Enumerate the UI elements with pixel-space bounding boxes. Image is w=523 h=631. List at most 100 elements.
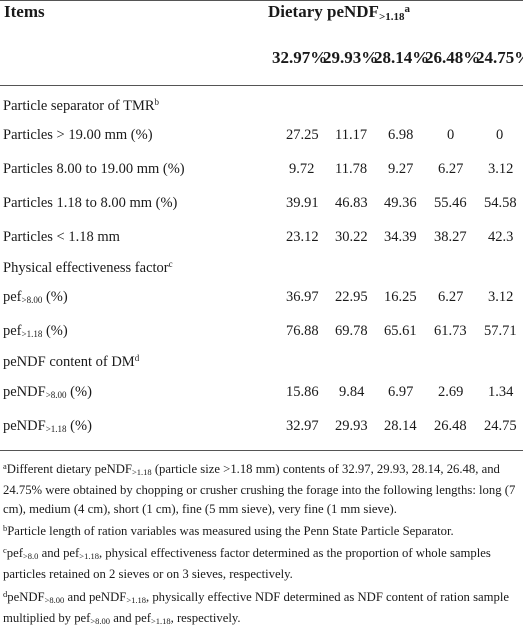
cell: 6.27	[438, 289, 464, 305]
footnote-mark: a	[3, 461, 7, 471]
level-2: 29.93%	[323, 48, 379, 67]
footnote-text: and peNDF	[64, 589, 127, 604]
cell: 11.17	[335, 127, 368, 143]
section-text: peNDF content of DM	[3, 354, 135, 370]
cell: 32.97	[286, 418, 319, 434]
label-sub: >8.00	[21, 295, 43, 305]
cell: 38.27	[434, 229, 467, 245]
cell: 11.78	[335, 161, 368, 177]
header-rule	[0, 85, 523, 86]
cell: 23.12	[286, 229, 319, 245]
footnote-text: and pef	[38, 546, 80, 561]
footnote-sub: >8.00	[90, 616, 111, 627]
label-sub: >8.00	[45, 390, 67, 400]
row-label: Particles 1.18 to 8.00 mm (%)	[3, 195, 178, 211]
cell: 28.14	[384, 418, 417, 434]
row-label: Particles > 19.00 mm (%)	[3, 127, 153, 143]
cell: 26.48	[434, 418, 467, 434]
cell: 61.73	[434, 323, 467, 339]
label-tail: (%)	[66, 418, 92, 434]
cell: 9.27	[388, 161, 414, 177]
top-rule	[0, 0, 523, 1]
cell: 9.72	[289, 161, 315, 177]
cell: 36.97	[286, 289, 319, 305]
footnote-sub: >8.00	[44, 594, 65, 605]
footnote-b: bParticle length of ration variables was…	[3, 519, 517, 540]
label-tail: (%)	[66, 384, 92, 400]
dietary-sub: >1.18	[378, 11, 405, 23]
label-main: pef	[3, 289, 22, 305]
cell: 22.95	[335, 289, 368, 305]
cell: 57.71	[484, 323, 517, 339]
cell: 2.69	[438, 384, 464, 400]
cell: 24.75	[484, 418, 517, 434]
footnotes: aDifferent dietary peNDF>1.18 (particle …	[3, 457, 517, 631]
section-text: Physical effectiveness factor	[3, 260, 169, 276]
section-label: Physical effectiveness factorc	[3, 259, 173, 277]
cell: 0	[447, 127, 455, 143]
cell: 34.39	[384, 229, 417, 245]
footnote-sub: >8.0	[22, 551, 39, 562]
footnote-text: (particle size >1.18 mm) contents of 32.…	[3, 462, 516, 516]
footnote-text: Particle length of ration variables was …	[7, 523, 454, 538]
cell: 3.12	[488, 161, 514, 177]
cell: 30.22	[335, 229, 368, 245]
footnote-sub: >1.18	[126, 594, 146, 605]
footnote-a: aDifferent dietary peNDF>1.18 (particle …	[3, 457, 517, 518]
cell: 15.86	[286, 384, 319, 400]
cell: 6.27	[438, 161, 464, 177]
footnote-text: , respectively.	[170, 611, 241, 626]
section-label: Particle separator of TMRb	[3, 97, 159, 115]
level-1: 32.97%	[272, 48, 328, 67]
cell: 49.36	[384, 195, 417, 211]
label-tail: (%)	[42, 289, 68, 305]
cell: 6.97	[388, 384, 414, 400]
cell: 3.12	[488, 289, 514, 305]
cell: 6.98	[388, 127, 414, 143]
cell: 29.93	[335, 418, 368, 434]
row-label: Particles < 1.18 mm	[3, 229, 120, 245]
footnote-mark: b	[3, 522, 8, 533]
footnote-text: pef	[6, 546, 23, 561]
cell: 46.83	[335, 195, 368, 211]
level-4: 26.48%	[425, 48, 481, 67]
label-sub: >1.18	[21, 329, 43, 339]
level-3: 28.14%	[374, 48, 430, 67]
label-main: pef	[3, 323, 22, 339]
cell: 42.3	[488, 229, 514, 245]
row-label: pef>8.00 (%)	[3, 289, 68, 306]
section-sup: d	[134, 353, 140, 363]
cell: 69.78	[335, 323, 368, 339]
section-text: Particle separator of TMR	[3, 98, 155, 114]
cell: 16.25	[384, 289, 417, 305]
footnote-d: dpeNDF>8.00 and peNDF>1.18, physically e…	[3, 585, 517, 631]
label-main: peNDF	[3, 418, 46, 434]
footnote-mark: d	[3, 588, 8, 599]
footnote-text: Different dietary peNDF	[6, 462, 132, 476]
footnote-text: , physical effectiveness factor determin…	[3, 546, 491, 582]
label-main: peNDF	[3, 384, 46, 400]
cell: 54.58	[484, 195, 517, 211]
cell: 9.84	[339, 384, 365, 400]
cell: 76.88	[286, 323, 319, 339]
cell: 0	[496, 127, 504, 143]
cell: 1.34	[488, 384, 514, 400]
label-sub: >1.18	[45, 424, 67, 434]
section-sup: c	[168, 259, 173, 269]
dietary-pendf-header: Dietary peNDF>1.18a	[268, 2, 410, 23]
dietary-sup: a	[404, 3, 410, 15]
row-label: peNDF>8.00 (%)	[3, 384, 92, 401]
cell: 55.46	[434, 195, 467, 211]
footnote-sub: >1.18	[79, 551, 99, 562]
footnote-text: and pef	[110, 611, 151, 626]
label-tail: (%)	[42, 323, 68, 339]
footnote-text: peNDF	[7, 589, 45, 604]
footnote-sub: >1.18	[131, 467, 152, 477]
cell: 65.61	[384, 323, 417, 339]
row-label: pef>1.18 (%)	[3, 323, 68, 340]
dietary-label: Dietary peNDF	[268, 2, 379, 21]
level-5: 24.75%	[476, 48, 523, 67]
bottom-rule	[0, 450, 523, 451]
cell: 27.25	[286, 127, 319, 143]
